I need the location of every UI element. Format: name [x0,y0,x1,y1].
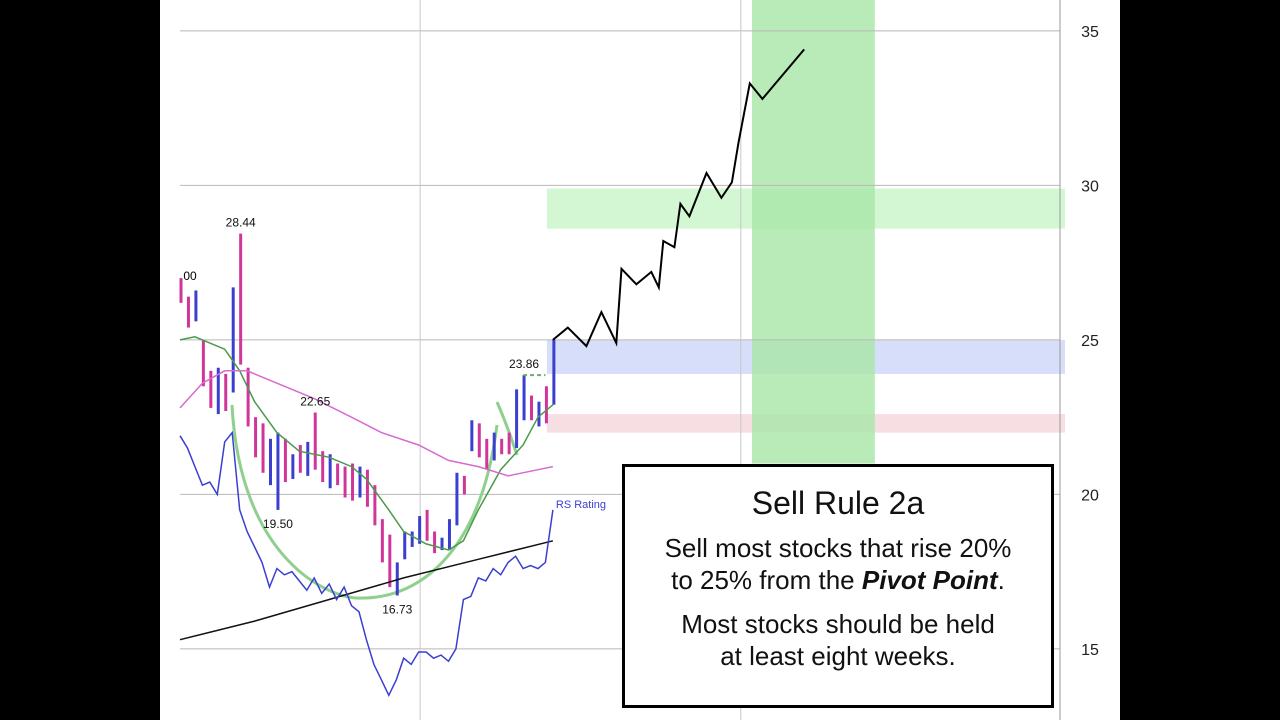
series-line [179,370,554,477]
y-tick-label: 25 [1081,333,1099,350]
box-text: Most stocks should be held at least eight… [625,608,1051,672]
series-line [179,540,554,641]
box-text: Sell most stocks that rise 20% to 25% fro… [625,532,1051,596]
y-tick-label: 30 [1081,178,1099,195]
rule-box: Sell Rule 2a Sell most stocks that rise … [622,464,1054,708]
cup-arc [230,404,499,600]
cut-label: .00 [180,269,197,283]
price-label: 22.65 [300,395,330,409]
text: Pivot Point [861,565,998,595]
text: . [997,565,1005,595]
price-label: 23.86 [509,357,539,371]
series-line [179,336,554,551]
text: at least eight weeks. [720,641,956,671]
text: Sell most stocks that rise 20% [664,533,1012,563]
series-line [179,430,554,698]
y-tick-label: 20 [1081,487,1099,504]
y-tick-label: 35 [1081,24,1099,41]
series-label: RS Rating [556,499,606,511]
price-label: 19.50 [263,517,293,531]
price-label: 28.44 [226,216,256,230]
box-title: Sell Rule 2a [751,485,925,521]
price-label: 16.73 [382,602,412,616]
text: Most stocks should be held [681,609,995,639]
text: to 25% from the [671,565,862,595]
series-line [552,48,805,348]
y-tick-label: 15 [1081,642,1099,659]
handle-arc [495,401,519,456]
chart-panel: .00 15 20 25 30 35 RS Rating 28.44 22.65 19.50 16… [160,0,1120,720]
zone-band [752,0,875,464]
